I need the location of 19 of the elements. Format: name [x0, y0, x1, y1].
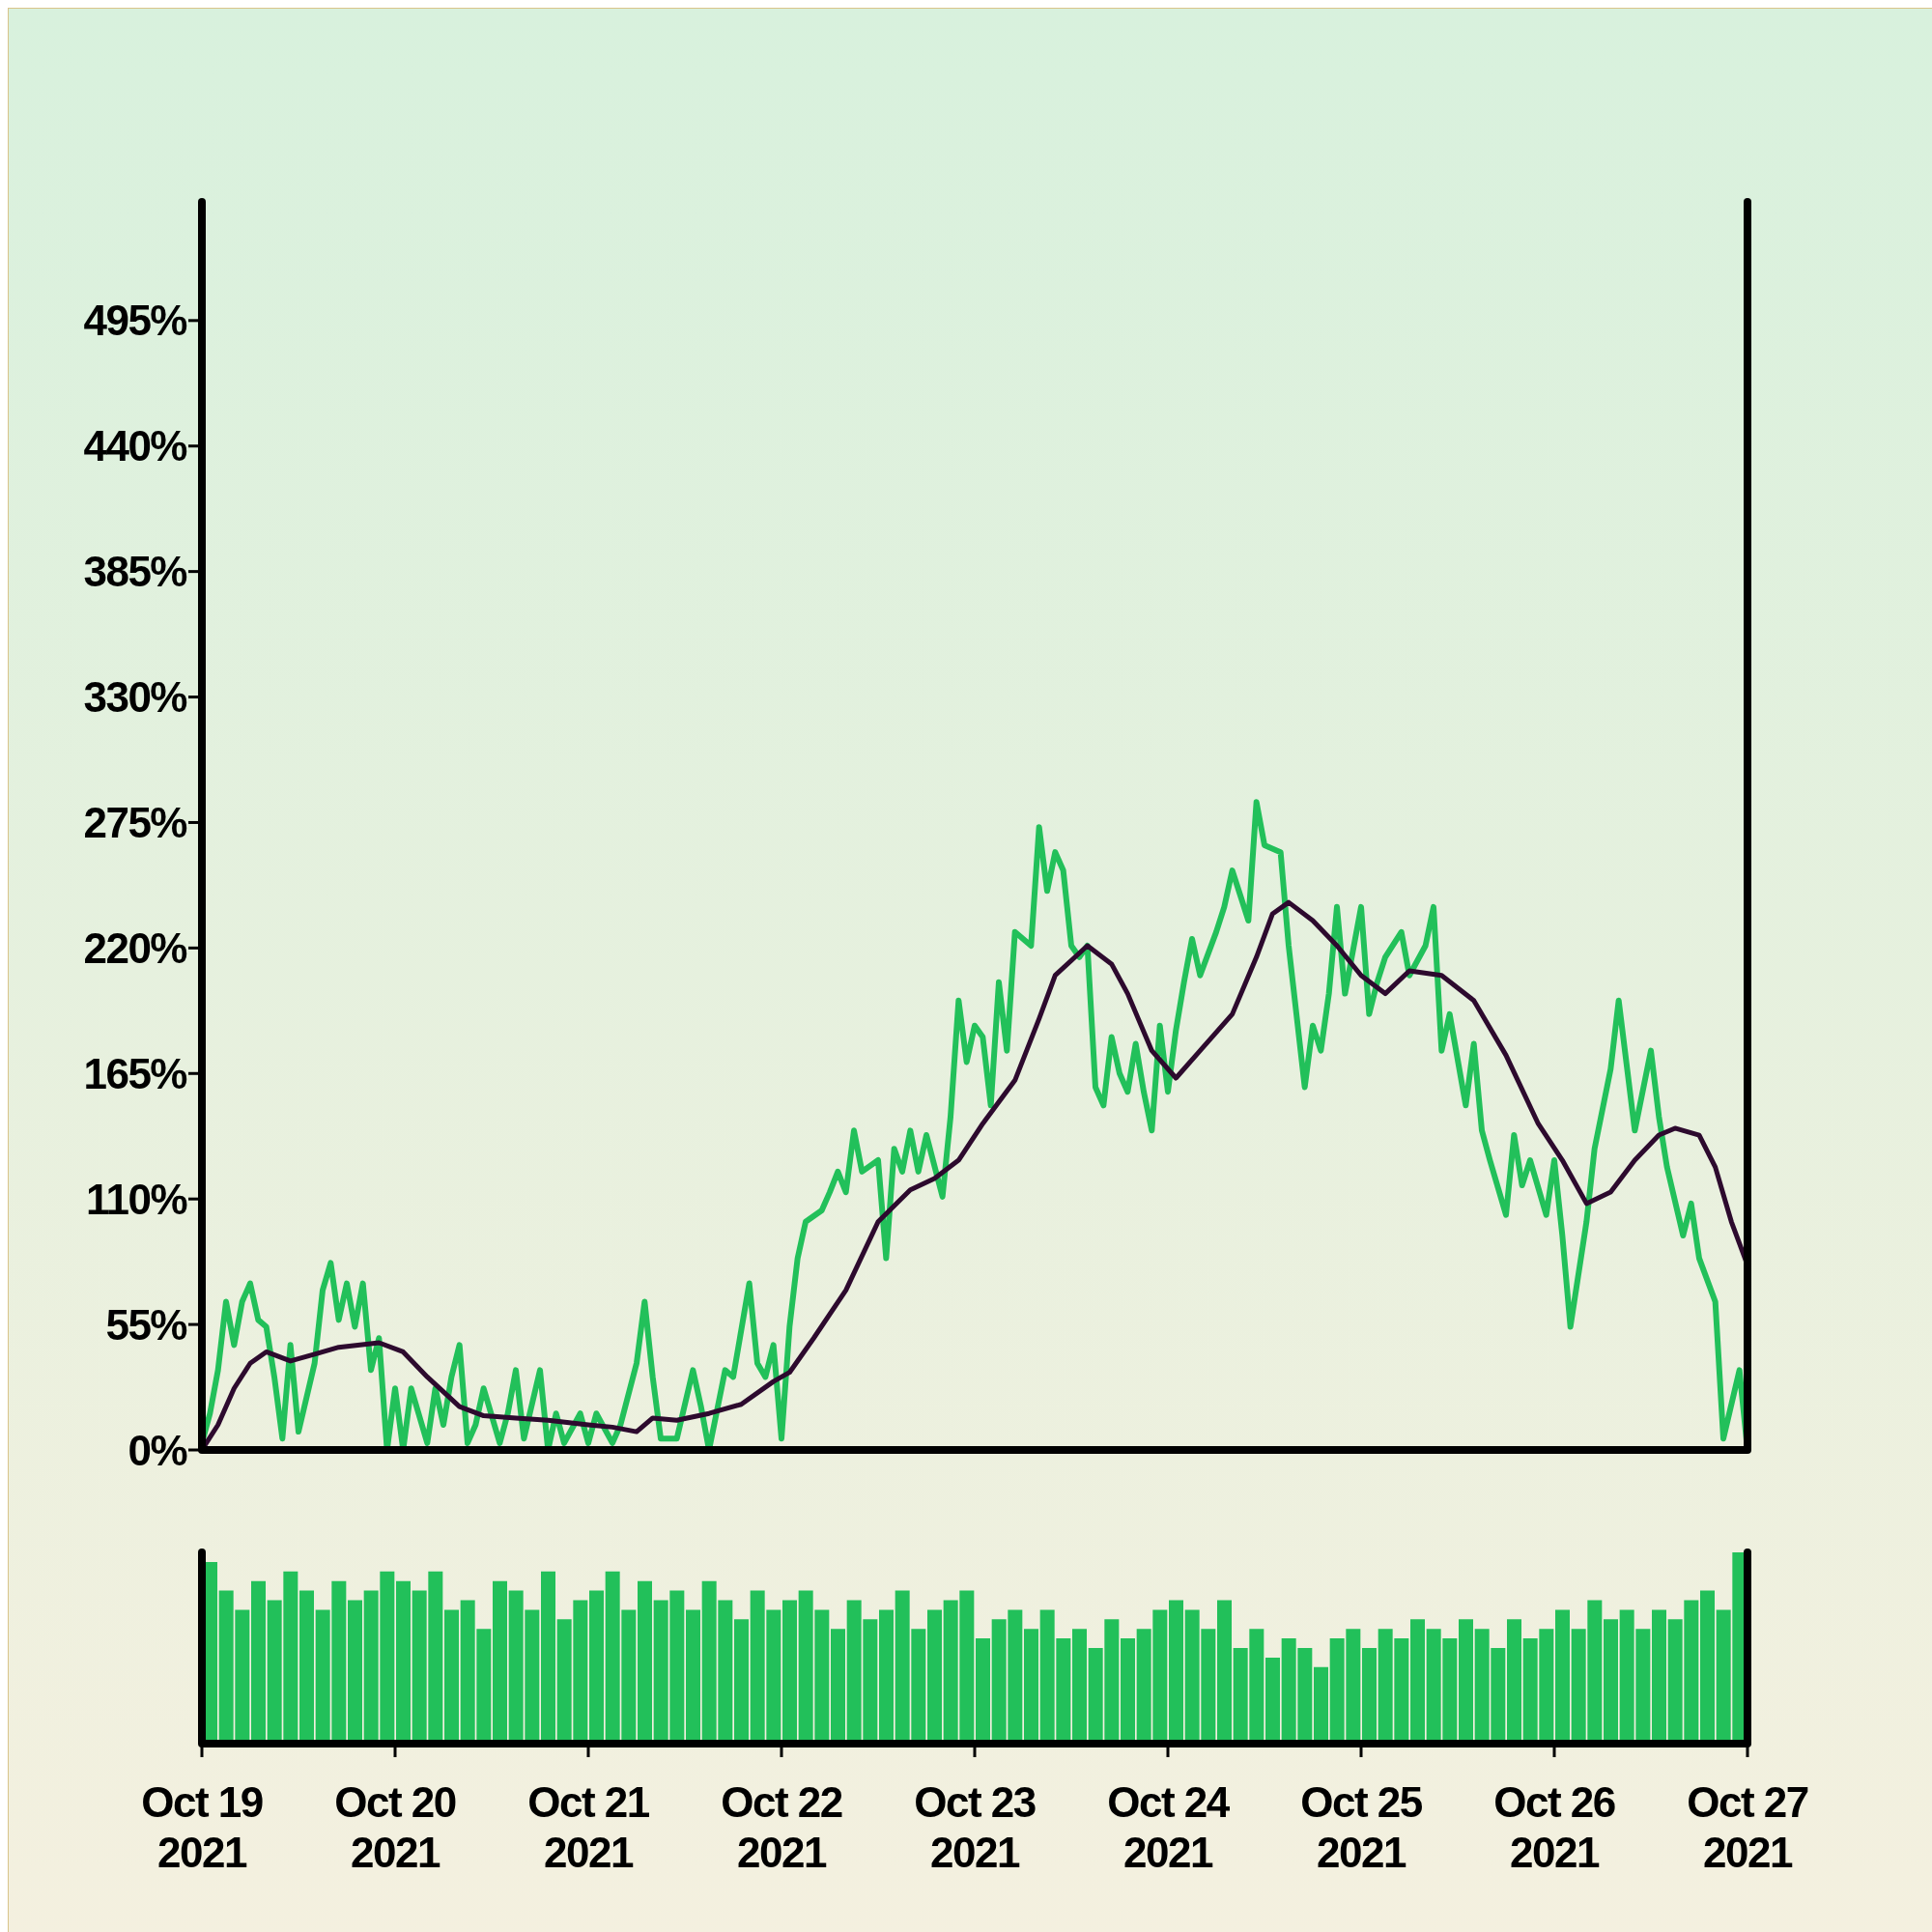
y-tick-label: 110%: [85, 1175, 187, 1223]
y-tick-label: 165%: [83, 1049, 187, 1097]
x-tick-label: Oct 22 2021: [721, 1778, 842, 1876]
x-tick-label: Oct 27 2021: [1687, 1778, 1808, 1876]
y-tick-label: 440%: [83, 422, 187, 470]
y-tick-label: 495%: [83, 297, 187, 345]
x-tick-label: Oct 20 2021: [334, 1778, 456, 1876]
x-tick-label: Oct 26 2021: [1493, 1778, 1615, 1876]
x-tick-label: Oct 19 2021: [141, 1778, 263, 1876]
y-tick-label: 220%: [83, 923, 187, 972]
x-tick-label: Oct 24 2021: [1107, 1778, 1231, 1876]
y-tick-label: 55%: [105, 1300, 187, 1349]
y-tick-label: 275%: [83, 799, 187, 847]
y-tick-label: 0%: [128, 1426, 187, 1474]
y-tick-label: 330%: [83, 673, 187, 722]
x-tick-label: Oct 23 2021: [914, 1778, 1036, 1876]
x-tick-label: Oct 25 2021: [1300, 1778, 1423, 1876]
x-tick-label: Oct 21 2021: [527, 1778, 650, 1876]
y-tick-label: 385%: [83, 548, 187, 596]
